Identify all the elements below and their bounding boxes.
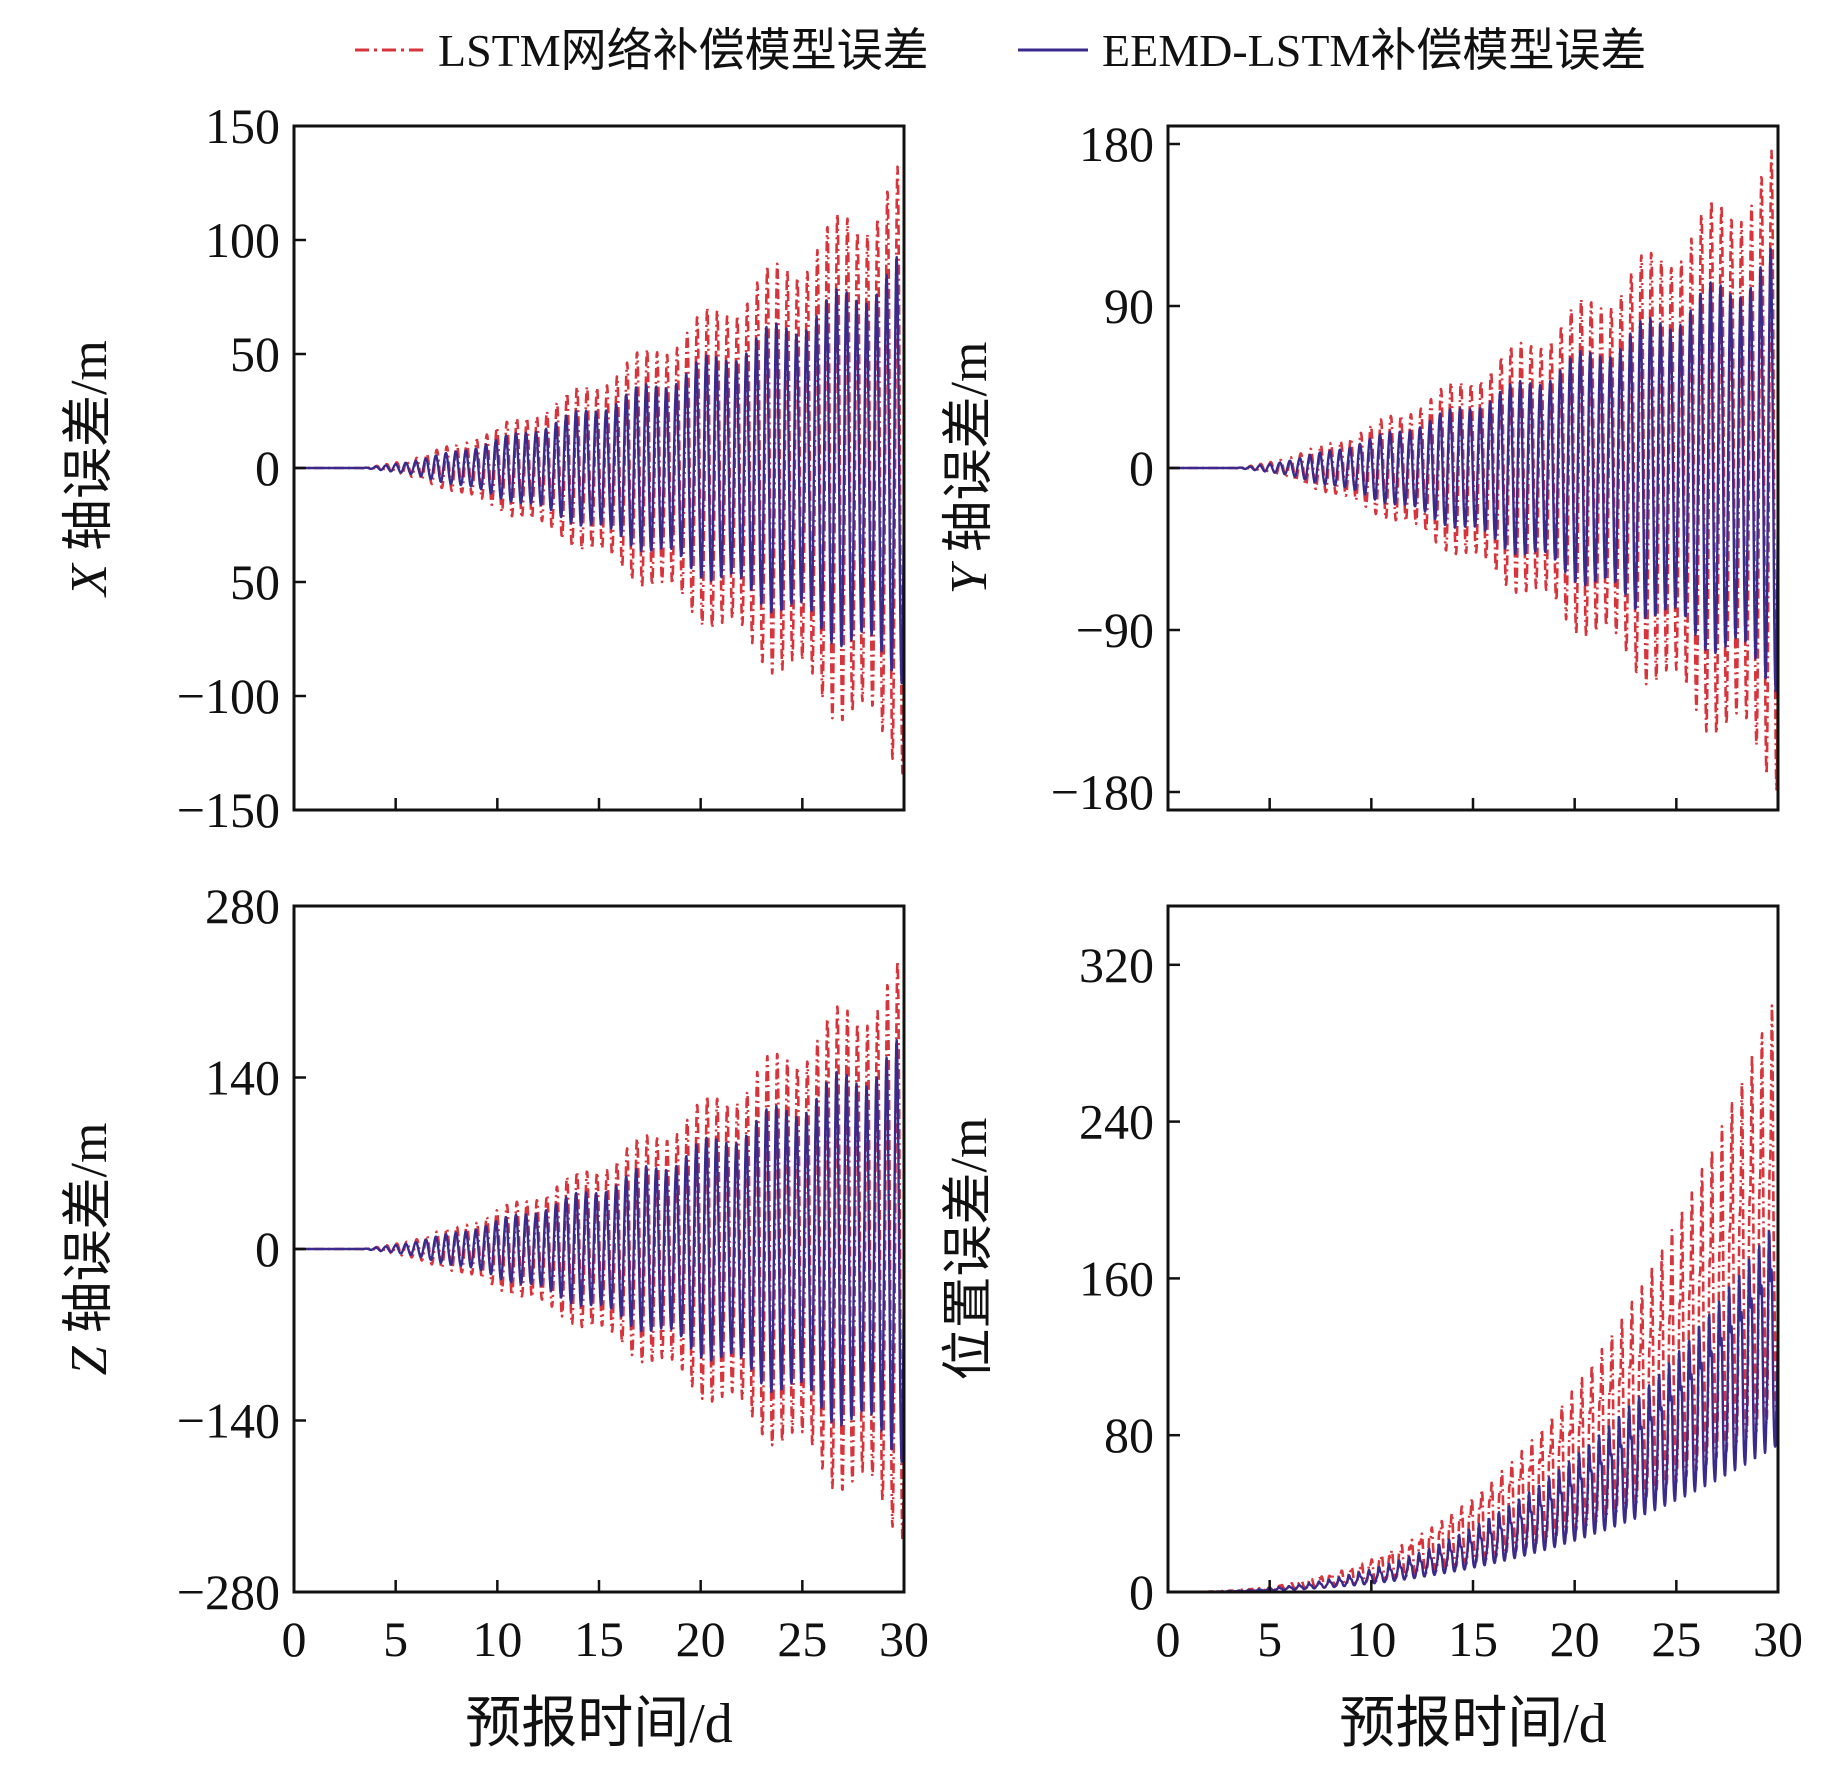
x-tick-label: 15 [1448, 1611, 1498, 1667]
x-tick-label: 25 [1651, 1611, 1701, 1667]
y-tick-label: 320 [1079, 937, 1154, 993]
y-axis-title-text: 轴误差/m [61, 1123, 118, 1334]
x-tick-label: 30 [1753, 1611, 1803, 1667]
y-axis-title-text: 位置误差/m [941, 1118, 998, 1381]
x-tick-label: 5 [383, 1611, 408, 1667]
y-tick-label: 180 [1079, 116, 1154, 172]
y-tick-label: −140 [177, 1393, 280, 1449]
y-tick-label: −90 [1076, 602, 1154, 658]
y-tick-label: 50 [230, 554, 280, 610]
plot-area-y [1168, 149, 1778, 791]
y-tick-label: 100 [205, 212, 280, 268]
x-axis-title: 预报时间/d [465, 1693, 733, 1755]
y-tick-label: 240 [1079, 1094, 1154, 1150]
y-axis-title: Y 轴误差/m [941, 342, 998, 595]
y-tick-label: 150 [205, 98, 280, 154]
y-tick-label: 50 [230, 326, 280, 382]
y-tick-label: 80 [1104, 1407, 1154, 1463]
x-tick-label: 25 [777, 1611, 827, 1667]
series-eemd-lstm-line [294, 1039, 904, 1463]
y-axis-title: X 轴误差/m [61, 340, 118, 598]
legend: LSTM网络补偿模型误差 EEMD-LSTM补偿模型误差 [355, 25, 1646, 76]
series-eemd-lstm-line [1168, 1230, 1778, 1592]
plot-area-z [294, 959, 904, 1542]
y-tick-label: −150 [177, 782, 280, 838]
y-axis-title-var: Y [941, 552, 998, 594]
y-tick-label: 140 [205, 1050, 280, 1106]
series-eemd-lstm-line [1168, 247, 1778, 693]
y-tick-label: −180 [1051, 764, 1154, 820]
y-tick-label: 0 [1129, 1564, 1154, 1620]
y-axis-title-text: 轴误差/m [61, 340, 118, 551]
x-tick-label: 10 [1346, 1611, 1396, 1667]
series-eemd-lstm-line [294, 255, 904, 685]
x-tick-label: 10 [472, 1611, 522, 1667]
legend-label-lstm: LSTM网络补偿模型误差 [438, 25, 929, 76]
legend-label-eemd-lstm: EEMD-LSTM补偿模型误差 [1102, 25, 1646, 76]
x-tick-label: 15 [574, 1611, 624, 1667]
panel-z: 0 5 10 15 20 25 30 280 140 0 −140 −280 Z 轴误差/m 预报时间/d [61, 878, 929, 1755]
y-tick-label: 90 [1104, 278, 1154, 334]
y-tick-label: −280 [177, 1564, 280, 1620]
plot-area-x [294, 165, 904, 775]
x-tick-label: 0 [1156, 1611, 1181, 1667]
y-tick-label: 0 [1129, 440, 1154, 496]
x-tick-label: 20 [1550, 1611, 1600, 1667]
panel-y: 180 90 0 −90 −180 Y 轴误差/m [941, 116, 1780, 820]
y-tick-label: 160 [1079, 1250, 1154, 1306]
y-tick-label: 0 [255, 440, 280, 496]
series-lstm-line [1168, 1004, 1778, 1592]
y-axis-title: Z 轴误差/m [61, 1123, 118, 1376]
y-axis-title: 位置误差/m [941, 1118, 998, 1381]
x-tick-label: 5 [1257, 1611, 1282, 1667]
panel-pos: 0 5 10 15 20 25 30 320 240 160 80 0 位置误差/m 预报时间/d [941, 904, 1803, 1755]
plot-area-pos [1168, 1004, 1778, 1592]
x-tick-label: 30 [879, 1611, 929, 1667]
y-tick-label: 280 [205, 878, 280, 934]
x-tick-label: 0 [282, 1611, 307, 1667]
x-axis-title: 预报时间/d [1339, 1693, 1607, 1755]
y-axis-title-text: 轴误差/m [941, 342, 998, 553]
panel-x: 150 100 50 0 50 −100 −150 X 轴误差/m [61, 98, 906, 838]
y-tick-label: 0 [255, 1221, 280, 1277]
y-axis-title-var: X [61, 551, 118, 598]
x-tick-label: 20 [676, 1611, 726, 1667]
y-tick-label: −100 [177, 668, 280, 724]
y-axis-title-var: Z [61, 1333, 118, 1375]
